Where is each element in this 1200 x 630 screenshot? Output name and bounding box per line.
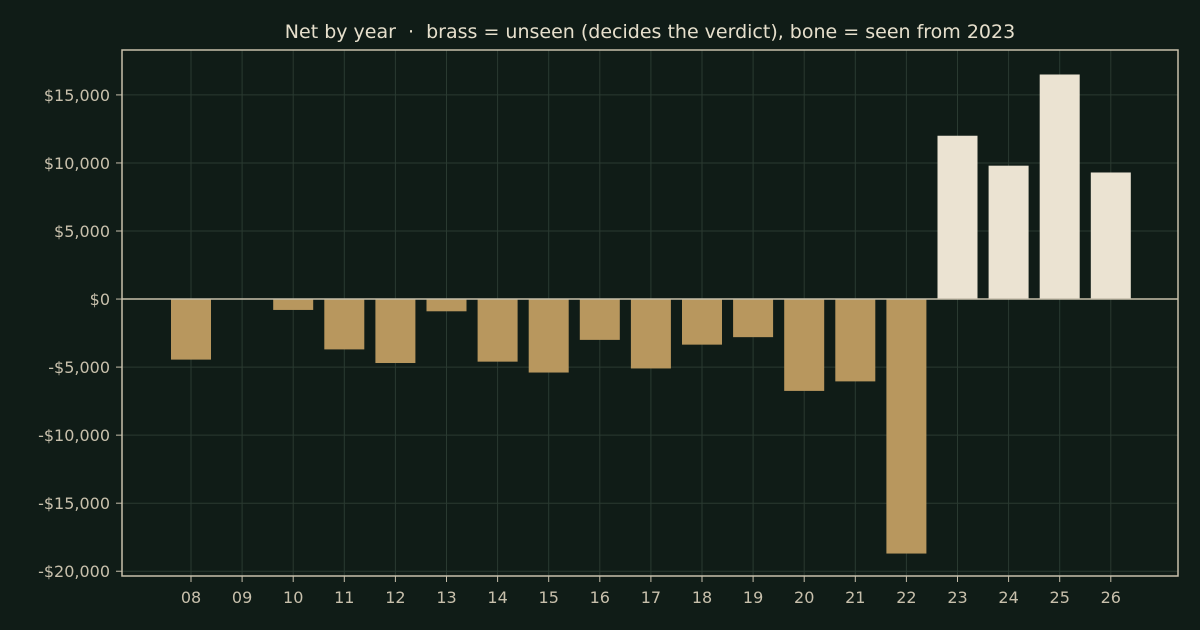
- x-tick-label: 16: [590, 588, 610, 607]
- bar-08: [171, 299, 211, 360]
- x-tick-label: 13: [436, 588, 456, 607]
- bar-10: [273, 299, 314, 310]
- bar-24: [988, 165, 1029, 300]
- bar-26: [1090, 172, 1131, 300]
- bar-19: [733, 299, 774, 338]
- x-tick-label: 22: [896, 588, 916, 607]
- x-tick-label: 19: [743, 588, 763, 607]
- x-tick-label: 12: [385, 588, 405, 607]
- x-tick-label: 08: [181, 588, 201, 607]
- y-tick-label: $0: [90, 290, 110, 309]
- x-tick-label: 18: [692, 588, 712, 607]
- bar-12: [375, 299, 416, 364]
- bar-16: [579, 299, 620, 340]
- bar-21: [835, 299, 876, 382]
- y-tick-label: -$15,000: [38, 494, 110, 513]
- x-tick-label: 11: [334, 588, 354, 607]
- labels-layer: $15,000 $10,000 $5,000 $0 -$5,000 -$10,000 -$1…: [38, 86, 1121, 607]
- x-tick-label: 10: [283, 588, 303, 607]
- y-tick-label: -$10,000: [38, 426, 110, 445]
- y-tick-label: $5,000: [54, 222, 110, 241]
- y-tick-label: -$20,000: [38, 562, 110, 581]
- bar-20: [784, 299, 825, 391]
- bar-22: [886, 299, 927, 554]
- x-tick-label: 24: [998, 588, 1018, 607]
- plot-frame: [121, 49, 1179, 577]
- bar-25: [1039, 74, 1080, 300]
- x-tick-label: 23: [947, 588, 967, 607]
- bar-13: [426, 299, 467, 312]
- bar-18: [682, 299, 722, 345]
- x-tick-label: 09: [232, 588, 252, 607]
- bar-11: [324, 299, 365, 350]
- bar-14: [477, 299, 518, 362]
- chart-title: Net by year · brass = unseen (decides th…: [285, 21, 1015, 43]
- x-tick-label: 14: [487, 588, 507, 607]
- y-tick-label: $15,000: [44, 86, 110, 105]
- x-tick-label: 20: [794, 588, 814, 607]
- x-tick-label: 17: [641, 588, 661, 607]
- x-tick-label: 15: [539, 588, 559, 607]
- y-tick-label: $10,000: [44, 154, 110, 173]
- bar-17: [630, 299, 671, 369]
- x-tick-label: 26: [1101, 588, 1121, 607]
- axis-layer: [116, 49, 1179, 582]
- x-tick-label: 21: [845, 588, 865, 607]
- bars-layer: [171, 74, 1131, 554]
- bar-23: [937, 135, 978, 300]
- y-tick-label: -$5,000: [48, 358, 110, 377]
- bar-15: [528, 299, 569, 373]
- x-tick-label: 25: [1050, 588, 1070, 607]
